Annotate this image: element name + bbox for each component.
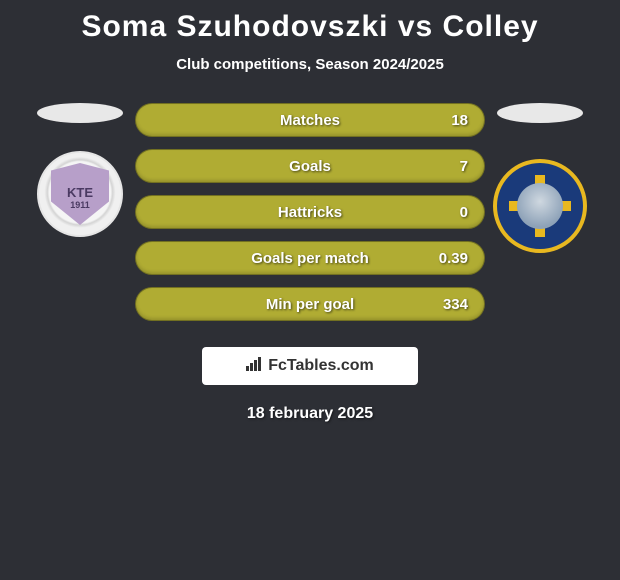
comparison-row: KTE 1911 Matches 18 Goals 7 Hattricks 0 Goals … [0,103,620,321]
infographic-container: Soma Szuhodovszki vs Colley Club competi… [0,0,620,423]
stat-value-right: 18 [451,112,468,129]
right-club-logo [493,159,587,253]
stats-column: Matches 18 Goals 7 Hattricks 0 Goals per match… [135,103,485,321]
right-club-portrait [517,183,563,229]
stat-bar: Matches 18 [135,103,485,137]
left-club-year: 1911 [70,200,90,210]
stat-label: Matches [280,112,340,129]
branding-text: FcTables.com [268,357,374,375]
left-player-column: KTE 1911 [35,103,125,237]
main-title: Soma Szuhodovszki vs Colley [0,10,620,44]
right-player-oval [497,103,583,123]
stat-label: Goals [289,158,331,175]
stat-label: Hattricks [278,204,342,221]
right-player-column [495,103,585,253]
stat-bar: Goals per match 0.39 [135,241,485,275]
chart-icon [246,357,264,375]
left-player-oval [37,103,123,123]
stat-label: Min per goal [266,296,354,313]
branding-badge: FcTables.com [202,347,418,385]
stat-bar: Min per goal 334 [135,287,485,321]
left-club-logo: KTE 1911 [37,151,123,237]
left-club-abbr: KTE [67,185,93,200]
stat-value-right: 0.39 [439,250,468,267]
date-text: 18 february 2025 [0,405,620,423]
stat-label: Goals per match [251,250,369,267]
stat-value-right: 7 [460,158,468,175]
stat-bar: Goals 7 [135,149,485,183]
stat-value-right: 0 [460,204,468,221]
left-club-shield: KTE 1911 [51,163,109,225]
stat-value-right: 334 [443,296,468,313]
stat-bar: Hattricks 0 [135,195,485,229]
subtitle: Club competitions, Season 2024/2025 [0,56,620,73]
